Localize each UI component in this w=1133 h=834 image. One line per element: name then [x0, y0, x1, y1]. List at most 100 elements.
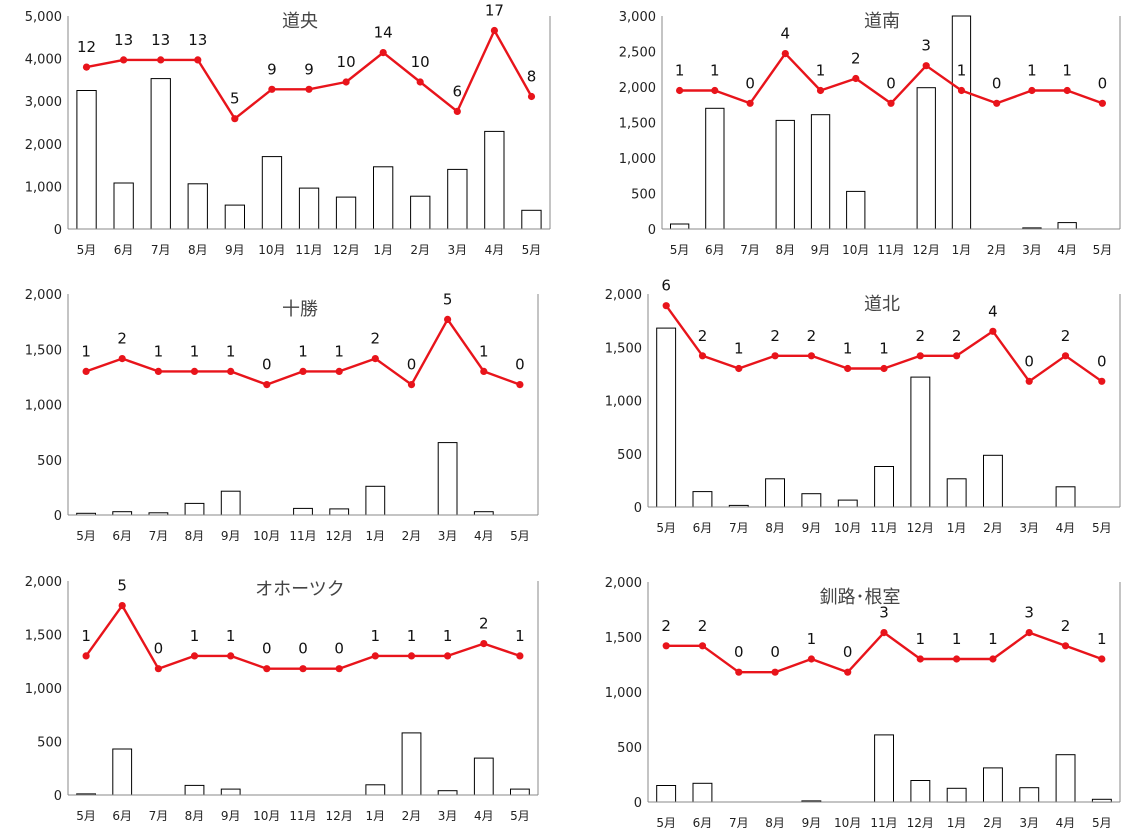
x-tick-label: 4月: [1056, 816, 1076, 830]
line-point: [118, 602, 126, 610]
line-point: [852, 74, 860, 83]
x-tick-label: 5月: [656, 816, 676, 830]
x-tick-label: 8月: [185, 529, 205, 543]
data-label: 0: [745, 74, 755, 92]
x-tick-label: 2月: [402, 529, 422, 543]
chart-title: 十勝: [282, 299, 318, 320]
data-label: 1: [1027, 62, 1037, 80]
line-point: [335, 665, 343, 673]
bar: [801, 493, 822, 508]
data-label: 2: [770, 327, 780, 345]
line-point: [371, 652, 379, 660]
y-tick-label: 500: [617, 741, 642, 756]
line-point: [516, 652, 524, 660]
x-tick-label: 11月: [870, 521, 897, 535]
y-tick-label: 0: [634, 796, 642, 811]
bar: [365, 784, 386, 796]
y-tick-label: 0: [54, 223, 62, 238]
chart-6: 0 500 1,000 1,500 2,000 2 2 0 0 1 0 3 1 1 1 3 2 1 5月 6月 7月 8月…: [605, 576, 1121, 830]
bar: [670, 223, 690, 230]
line-point: [698, 352, 707, 360]
x-tick-label: 7月: [149, 809, 169, 823]
data-label: 0: [262, 356, 272, 374]
bar: [293, 507, 313, 516]
line-point: [1028, 86, 1036, 95]
bar: [329, 508, 350, 516]
line-point: [916, 352, 924, 360]
line-point: [154, 665, 162, 673]
data-label: 1: [371, 627, 381, 645]
bar: [656, 327, 677, 508]
x-tick-label: 9月: [811, 243, 831, 257]
line-point: [698, 642, 707, 650]
data-label: 2: [661, 617, 671, 635]
data-label: 0: [734, 643, 744, 661]
x-tick-label: 2月: [402, 809, 422, 823]
bar: [521, 209, 542, 230]
x-tick-label: 11月: [877, 243, 904, 257]
data-label: 1: [479, 342, 489, 360]
line-point: [922, 62, 930, 70]
line-point: [957, 86, 966, 95]
data-label: 1: [334, 342, 344, 360]
x-tick-label: 6月: [114, 243, 134, 257]
x-tick-label: 12月: [913, 243, 940, 257]
x-tick-label: 1月: [947, 521, 967, 535]
bar: [765, 478, 785, 508]
y-tick-label: 1,000: [605, 395, 642, 410]
x-tick-label: 5月: [1092, 816, 1112, 830]
bar: [705, 107, 725, 230]
y-tick-label: 5,000: [25, 10, 62, 25]
line-point: [880, 364, 888, 373]
x-tick-label: 2月: [983, 816, 1003, 830]
line-point: [781, 50, 789, 58]
x-tick-label: 1月: [373, 243, 393, 257]
bar: [1055, 486, 1076, 508]
line-point: [1098, 377, 1106, 385]
y-tick-label: 0: [54, 509, 62, 524]
data-label: 1: [734, 340, 744, 358]
line-point: [444, 652, 452, 660]
x-tick-label: 7月: [151, 243, 171, 257]
chart-2: 0 500 1,000 1,500 2,000 2,500 3,000 1 1 0 4 1 2 0 3 1 0 1…: [619, 10, 1121, 257]
x-tick-label: 6月: [112, 809, 132, 823]
x-tick-label: 12月: [326, 809, 353, 823]
line-point: [771, 352, 779, 360]
line-point: [887, 99, 895, 107]
x-tick-label: 11月: [289, 809, 316, 823]
data-label: 1: [443, 627, 453, 645]
line-point: [844, 364, 852, 373]
data-label: 3: [879, 604, 889, 622]
data-label: 2: [851, 50, 861, 68]
line-point: [194, 56, 202, 64]
y-tick-label: 1,500: [619, 117, 656, 132]
line-point: [735, 364, 743, 373]
data-label: 1: [807, 630, 817, 648]
x-tick-label: 6月: [705, 243, 725, 257]
x-tick-label: 10月: [834, 816, 861, 830]
line-point: [746, 99, 754, 107]
data-label: 1: [916, 630, 926, 648]
y-tick-label: 1,000: [25, 682, 62, 697]
data-label: 1: [298, 342, 308, 360]
data-label: 1: [81, 342, 91, 360]
line-point: [480, 367, 488, 375]
x-tick-label: 7月: [149, 529, 169, 543]
chart-title: 道北: [864, 294, 900, 315]
bar: [224, 204, 245, 230]
line-point: [676, 86, 684, 95]
data-label: 0: [334, 640, 344, 658]
data-label: 2: [1061, 327, 1071, 345]
bar: [335, 196, 357, 230]
line-point: [157, 56, 165, 64]
data-label: 0: [1098, 74, 1108, 92]
line-point: [735, 668, 743, 676]
x-tick-label: 5月: [510, 529, 530, 543]
x-tick-label: 5月: [1092, 521, 1112, 535]
data-label: 1: [843, 340, 853, 358]
line-point: [118, 355, 126, 363]
x-tick-label: 2月: [987, 243, 1007, 257]
data-label: 9: [304, 60, 314, 78]
y-tick-label: 500: [631, 188, 656, 203]
